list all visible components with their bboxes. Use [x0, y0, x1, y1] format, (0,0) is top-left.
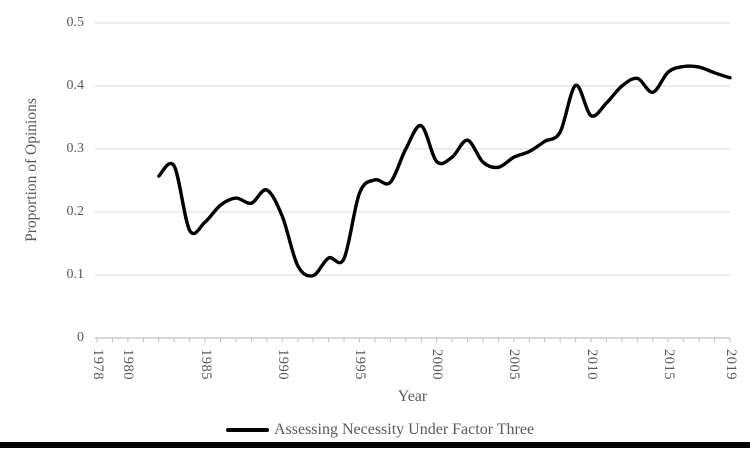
- y-axis-title: Proportion of Opinions: [23, 98, 40, 242]
- x-tick-label: 2005: [506, 349, 523, 380]
- y-tick-label: 0.2: [66, 204, 85, 219]
- y-tick-label: 0.4: [66, 78, 85, 93]
- x-tick-label: 2010: [583, 349, 600, 380]
- legend-series-label: Assessing Necessity Under Factor Three: [273, 421, 535, 438]
- x-tick-label: 1995: [351, 349, 368, 380]
- x-tick-label: 1985: [197, 349, 214, 380]
- x-tick-label: 1990: [274, 349, 291, 380]
- series-line: [157, 64, 732, 278]
- x-tick-label: 2015: [660, 349, 677, 380]
- x-tick-label: 1980: [120, 349, 137, 380]
- x-tick-label: 2000: [429, 349, 446, 380]
- x-tick-label: 2019: [722, 349, 739, 380]
- y-tick-label: 0: [77, 330, 84, 345]
- x-tick-label: 1978: [89, 349, 106, 380]
- y-tick-label: 0.1: [66, 267, 85, 282]
- y-tick-label: 0.3: [66, 141, 85, 156]
- legend-line-swatch: [225, 428, 269, 432]
- y-tick-label: 0.5: [66, 15, 85, 30]
- legend: Assessing Necessity Under Factor Three: [0, 420, 750, 440]
- bottom-divider-bar: [0, 442, 750, 448]
- x-axis-title: Year: [397, 388, 428, 405]
